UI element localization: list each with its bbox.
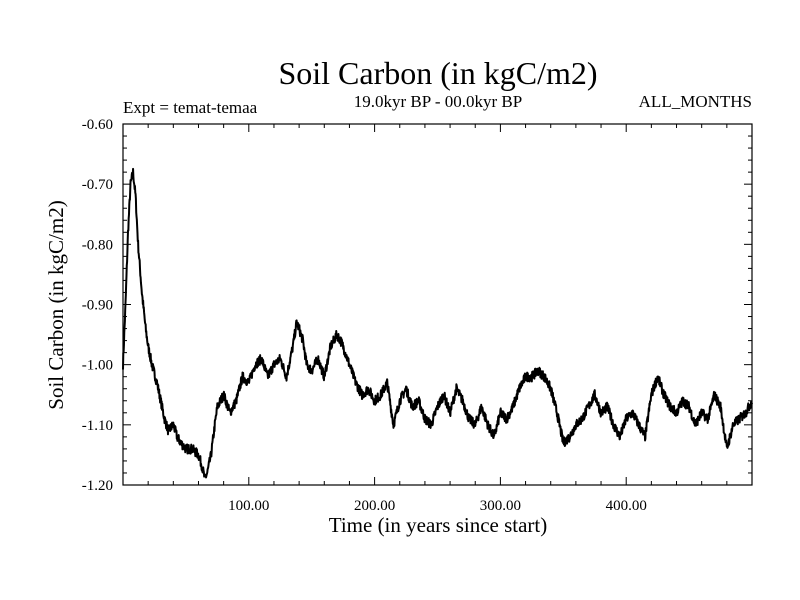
x-tick-label: 200.00	[354, 498, 395, 514]
x-tick-label: 300.00	[480, 498, 521, 514]
y-axis-label: Soil Carbon (in kgC/m2)	[44, 200, 68, 409]
x-axis-ticks: 100.00 200.00 300.00 400.00	[147, 124, 728, 514]
y-tick-label: -0.90	[82, 298, 113, 314]
series-line	[122, 167, 753, 479]
y-tick-label: -1.10	[82, 418, 113, 434]
plot-frame	[122, 123, 753, 486]
y-tick-label: -1.20	[82, 478, 113, 494]
y-tick-label: -1.00	[82, 358, 113, 374]
y-axis-ticks: -0.60 -0.70 -0.80 -0.90 -1.00 -1.10 -1.20	[82, 117, 752, 494]
x-tick-label: 100.00	[228, 498, 269, 514]
chart-title: Soil Carbon (in kgC/m2)	[278, 55, 597, 91]
y-tick-label: -0.60	[82, 117, 113, 133]
y-tick-label: -0.80	[82, 237, 113, 253]
period-label: 19.0kyr BP - 00.0kyr BP	[354, 92, 522, 111]
x-tick-label: 400.00	[606, 498, 647, 514]
x-axis-label: Time (in years since start)	[329, 513, 548, 537]
months-label: ALL_MONTHS	[639, 92, 752, 111]
experiment-label: Expt = temat-temaa	[123, 98, 258, 117]
y-tick-label: -0.70	[82, 177, 113, 193]
